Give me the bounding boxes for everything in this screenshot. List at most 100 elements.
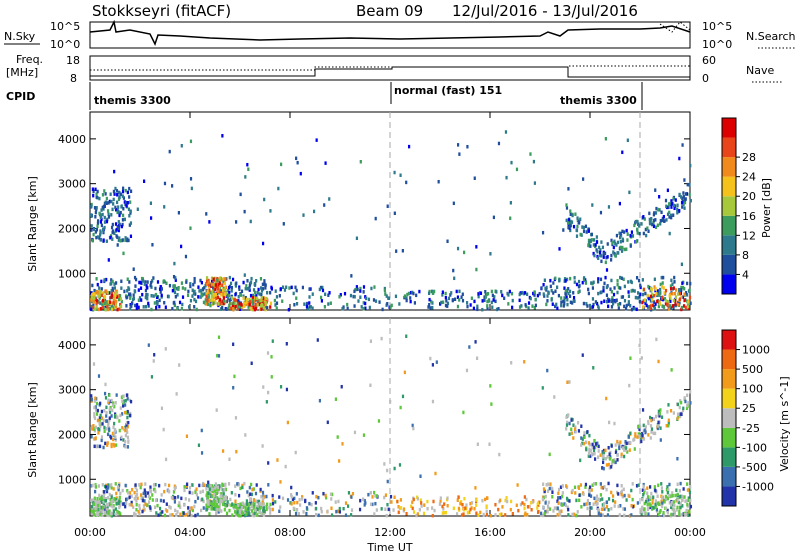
scatter-echo [217,335,221,339]
scatter-echo [428,302,431,307]
scatter-echo [129,399,133,404]
scatter-echo [657,304,660,309]
scatter-echo [460,295,463,299]
scatter-echo [660,482,663,486]
scatter-echo [601,513,604,517]
scatter-echo [455,289,458,294]
scatter-echo [645,497,648,502]
colorbar-tick-label: 20 [742,190,756,203]
scatter-echo [610,462,614,467]
scatter-echo [590,305,593,310]
scatter-echo [113,286,117,290]
scatter-echo [659,426,662,430]
scatter-echo [146,491,150,495]
scatter-echo [90,498,93,503]
scatter-echo [439,499,442,504]
scatter-echo [241,511,245,516]
scatter-echo [570,431,573,436]
scatter-echo [215,296,218,301]
scatter-echo [599,453,602,457]
scatter-echo [355,236,359,241]
scatter-echo [113,444,116,448]
scatter-echo [619,233,623,238]
scatter-echo [156,300,159,305]
scatter-echo [218,504,221,509]
scatter-echo [165,502,168,506]
colorbar-swatch [722,369,736,389]
scatter-echo [420,501,423,505]
scatter-echo [311,306,314,310]
scatter-echo [118,307,121,311]
colorbar-swatch [722,254,736,275]
scatter-echo [109,296,112,300]
scatter-echo [251,502,254,507]
scatter-echo [649,424,653,428]
scatter-echo [607,462,610,467]
scatter-echo [666,302,669,307]
scatter-echo [262,513,266,517]
scatter-echo [621,245,624,250]
scatter-echo [244,175,247,179]
scatter-echo [127,238,130,243]
scatter-echo [112,197,115,202]
scatter-echo [231,502,234,506]
scatter-echo [215,491,218,496]
scatter-echo [398,302,401,306]
scatter-echo [430,289,434,294]
scatter-echo [586,304,589,308]
scatter-echo [191,483,194,487]
scatter-echo [412,291,415,296]
scatter-echo [569,300,572,305]
scatter-echo [597,455,600,459]
scatter-echo [115,289,118,294]
scatter-echo [302,213,305,217]
scatter-echo [216,286,219,291]
scatter-echo [107,421,110,426]
scatter-echo [642,287,646,292]
scatter-echo [218,484,221,488]
scatter-echo [122,427,126,431]
scatter-echo [134,289,137,294]
scatter-echo [532,159,536,164]
scatter-echo [584,485,587,489]
scatter-echo [151,498,154,502]
scatter-echo [661,504,664,509]
scatter-echo [111,288,114,293]
scatter-echo [600,290,603,294]
scatter-echo [254,306,257,311]
scatter-echo [477,292,480,296]
scatter-echo [132,293,135,297]
scatter-echo [498,512,501,517]
scatter-echo [265,299,268,304]
scatter-echo [104,497,107,501]
scatter-echo [670,278,673,283]
scatter-echo [622,487,625,492]
scatter-echo [251,513,254,517]
scatter-echo [195,492,199,497]
scatter-echo [602,466,605,471]
scatter-echo [386,302,389,306]
colorbar-tick-label: 4 [742,268,749,281]
scatter-echo [147,343,150,347]
colorbar-tick-label: 500 [742,363,763,376]
scatter-echo [224,299,227,304]
scatter-echo [446,239,449,244]
scatter-echo [194,299,198,304]
colorbar-tick-label: 24 [742,171,756,184]
scatter-echo [121,412,124,416]
scatter-echo [643,490,646,495]
scatter-echo [673,206,676,211]
scatter-echo [500,512,503,516]
scatter-echo [635,276,639,280]
scatter-echo [668,202,671,207]
scatter-echo [139,485,142,490]
scatter-echo [606,455,609,459]
scatter-echo [386,479,389,484]
scatter-echo [161,510,164,514]
scatter-echo [492,298,495,302]
scatter-echo [627,435,630,439]
scatter-echo [95,192,98,196]
scatter-echo [118,236,121,240]
scatter-echo [617,504,620,509]
scatter-echo [681,295,685,299]
